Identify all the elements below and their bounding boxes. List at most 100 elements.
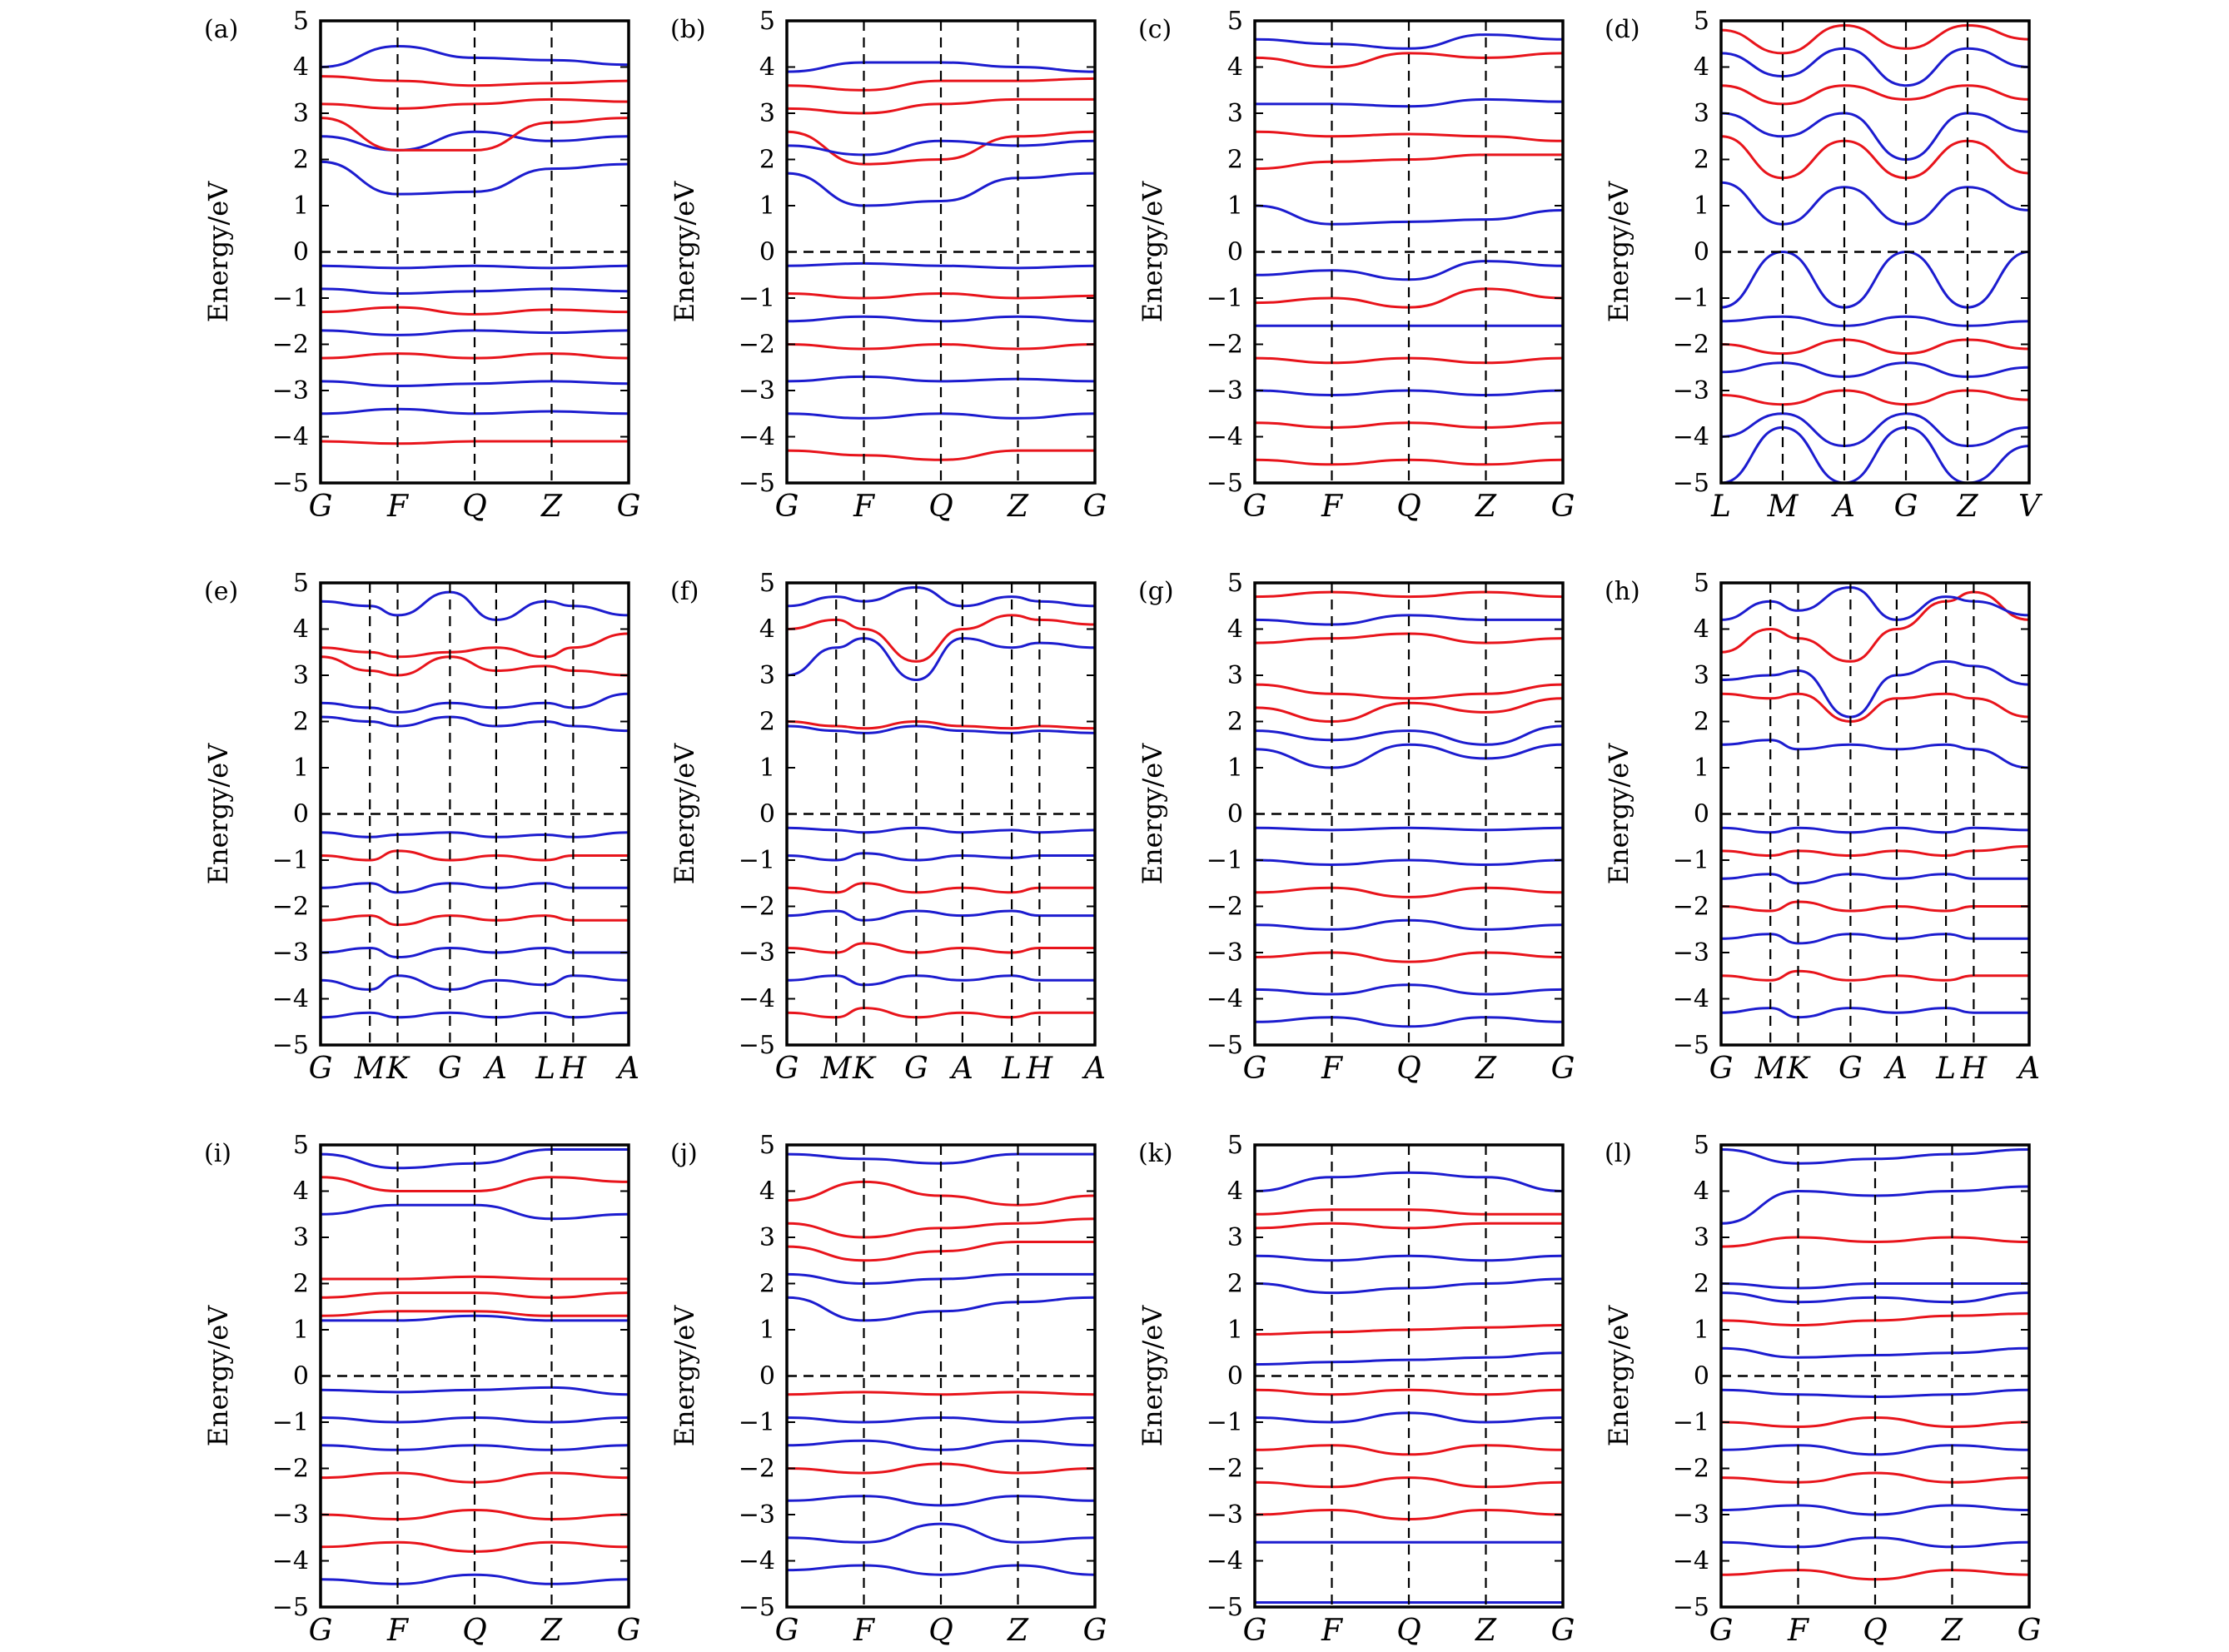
band-lines xyxy=(321,590,629,1019)
y-tick-label: −5 xyxy=(272,1031,309,1060)
y-tick-label: −4 xyxy=(1673,985,1709,1014)
band-line xyxy=(321,715,629,733)
y-tick-label: 2 xyxy=(759,708,775,737)
y-tick-label: 4 xyxy=(1694,53,1709,82)
y-tick-label: 4 xyxy=(293,615,309,644)
x-tick-label: G xyxy=(309,1614,333,1648)
y-tick-label: 1 xyxy=(1227,754,1243,783)
band-line xyxy=(787,1007,1095,1019)
x-tick-label: F xyxy=(1321,490,1344,524)
y-tick-label: −5 xyxy=(272,469,309,498)
y-tick-label: 1 xyxy=(293,192,309,221)
y-tick-label: −4 xyxy=(1207,423,1243,452)
y-tick-label: 4 xyxy=(759,53,775,82)
y-tick-label: −1 xyxy=(739,1408,775,1437)
x-tick-label: G xyxy=(1243,1052,1267,1086)
band-line xyxy=(321,329,629,336)
y-tick-label: 0 xyxy=(293,800,309,829)
y-tick-label: −4 xyxy=(739,1547,775,1576)
x-tick-label: L xyxy=(1710,490,1731,524)
x-tick-label: L xyxy=(535,1052,555,1086)
y-axis-title: Energy/eV xyxy=(1603,181,1634,322)
y-tick-label: −4 xyxy=(739,423,775,452)
band-line xyxy=(1721,23,2029,55)
band-line xyxy=(1255,52,1563,69)
band-line xyxy=(321,380,629,388)
band-line xyxy=(1721,1236,2029,1248)
x-tick-label: M xyxy=(354,1052,386,1086)
x-tick-label: G xyxy=(1894,490,1918,524)
y-axis-title: Energy/eV xyxy=(1137,743,1168,884)
y-tick-label: 0 xyxy=(1227,1362,1243,1391)
band-line xyxy=(787,585,1095,608)
x-tick-label: Z xyxy=(540,1614,563,1648)
y-tick-label: −5 xyxy=(1207,469,1243,498)
band-line xyxy=(321,117,629,152)
panel-label: (d) xyxy=(1605,15,1640,44)
band-line xyxy=(1721,1148,2029,1165)
y-tick-label: 3 xyxy=(1694,661,1709,690)
y-tick-label: −4 xyxy=(1207,1547,1243,1576)
band-line xyxy=(1721,933,2029,945)
y-tick-label: 5 xyxy=(1694,1131,1709,1160)
y-tick-label: −3 xyxy=(739,938,775,968)
band-line xyxy=(787,942,1095,954)
y-tick-label: 2 xyxy=(759,146,775,175)
y-tick-label: −1 xyxy=(272,284,309,313)
band-lines xyxy=(1255,33,1563,466)
band-line xyxy=(321,1386,629,1396)
y-tick-label: 5 xyxy=(293,569,309,598)
panel-label: (h) xyxy=(1605,577,1640,606)
x-tick-label: G xyxy=(309,490,333,524)
y-tick-label: 2 xyxy=(1227,146,1243,175)
band-line xyxy=(321,1176,629,1193)
y-tick-label: 2 xyxy=(1694,146,1709,175)
y-tick-label: 0 xyxy=(1227,800,1243,829)
x-tick-label: G xyxy=(775,1614,799,1648)
band-line xyxy=(1255,130,1563,142)
band-line xyxy=(321,1291,629,1299)
panel-label: (i) xyxy=(204,1139,231,1168)
x-tick-label: H xyxy=(1960,1052,1988,1086)
y-tick-label: 2 xyxy=(1227,708,1243,737)
band-line xyxy=(787,261,1095,270)
y-tick-label: 5 xyxy=(759,7,775,36)
x-tick-label: K xyxy=(852,1052,877,1086)
y-tick-label: 2 xyxy=(293,146,309,175)
x-tick-label: F xyxy=(853,490,876,524)
x-tick-label: G xyxy=(2018,1614,2042,1648)
band-line xyxy=(1721,739,2029,769)
y-tick-label: 5 xyxy=(293,1131,309,1160)
band-line xyxy=(787,724,1095,734)
x-tick-label: K xyxy=(386,1052,410,1086)
x-tick-label: G xyxy=(1551,1614,1575,1648)
panel-label: (k) xyxy=(1138,1139,1173,1168)
band-line xyxy=(1255,1388,1563,1396)
x-tick-label: K xyxy=(1786,1052,1811,1086)
y-tick-label: −3 xyxy=(739,376,775,406)
y-tick-label: 5 xyxy=(1227,1131,1243,1160)
band-line xyxy=(1721,338,2029,356)
x-tick-label: Z xyxy=(1941,1614,1963,1648)
x-tick-label: Q xyxy=(1396,490,1421,524)
band-line xyxy=(321,831,629,838)
band-line xyxy=(787,909,1095,922)
band-line xyxy=(1721,969,2029,982)
y-tick-label: −1 xyxy=(1207,284,1243,313)
band-line xyxy=(787,852,1095,862)
x-tick-label: A xyxy=(615,1052,639,1086)
band-line xyxy=(1721,84,2029,106)
x-tick-label: G xyxy=(1551,1052,1575,1086)
y-tick-label: 0 xyxy=(293,238,309,267)
x-tick-label: A xyxy=(949,1052,973,1086)
y-tick-label: −1 xyxy=(272,846,309,875)
band-line xyxy=(787,1296,1095,1322)
y-tick-label: 5 xyxy=(1227,569,1243,598)
band-line xyxy=(787,1495,1095,1507)
y-tick-label: −2 xyxy=(1673,331,1709,360)
y-tick-label: −2 xyxy=(739,331,775,360)
